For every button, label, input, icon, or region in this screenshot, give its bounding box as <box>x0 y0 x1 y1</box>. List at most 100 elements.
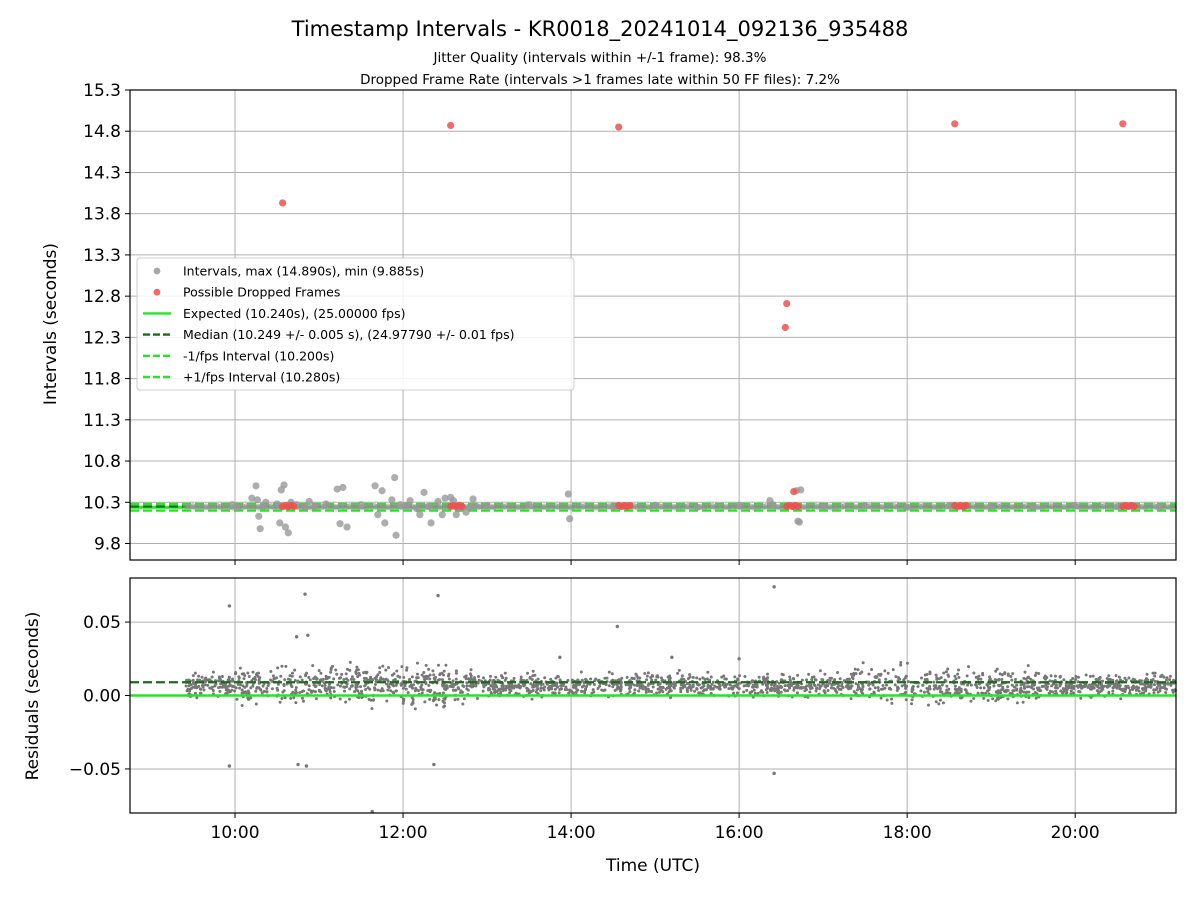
residual-point <box>392 691 396 695</box>
residual-point <box>976 677 980 681</box>
interval-point <box>255 512 263 520</box>
residual-point <box>433 696 437 700</box>
residual-point <box>957 668 961 672</box>
residual-point <box>203 677 207 681</box>
residual-point <box>195 696 199 700</box>
residual-point <box>1163 684 1167 688</box>
residual-point <box>381 689 385 693</box>
residual-point <box>362 671 366 675</box>
interval-point <box>795 518 803 526</box>
residual-point <box>954 677 958 681</box>
residual-point <box>461 684 465 688</box>
residual-point <box>946 667 950 671</box>
residual-point <box>586 682 590 686</box>
interval-point <box>797 486 805 494</box>
residual-point <box>610 672 614 676</box>
residual-point <box>677 668 681 672</box>
residual-point <box>592 690 596 694</box>
residual-point <box>438 677 442 681</box>
residual-point <box>402 675 406 679</box>
residual-point <box>359 685 363 689</box>
residual-point <box>410 685 414 689</box>
interval-point <box>228 501 236 509</box>
residual-point <box>1167 682 1171 686</box>
residual-point <box>633 683 637 687</box>
residual-point <box>489 684 493 688</box>
residual-point <box>845 685 849 689</box>
residual-point <box>919 676 923 680</box>
residual-point <box>1069 689 1073 693</box>
residual-point <box>441 699 445 703</box>
residual-point <box>350 675 354 679</box>
residual-point <box>187 688 191 692</box>
residual-point <box>649 689 653 693</box>
residual-point <box>420 683 424 687</box>
residual-point <box>286 677 290 681</box>
residual-point <box>1050 679 1054 683</box>
residual-point <box>991 697 995 701</box>
residual-outlier-point <box>296 762 300 767</box>
residual-point <box>453 698 457 702</box>
residual-point <box>638 684 642 688</box>
residual-point <box>849 672 853 676</box>
residual-point <box>1061 690 1065 694</box>
residual-point <box>405 666 409 670</box>
residual-point <box>650 678 654 682</box>
y-tick-label: 9.8 <box>94 535 121 555</box>
residual-point <box>429 688 433 692</box>
residual-point <box>932 680 936 684</box>
residual-point <box>937 702 941 706</box>
intervals-plot-frame <box>129 89 1177 561</box>
interval-point <box>903 503 911 511</box>
residual-point <box>194 682 198 686</box>
residual-point <box>591 688 595 692</box>
residual-point <box>911 685 915 689</box>
residual-point <box>532 685 536 689</box>
residual-point <box>1080 686 1084 690</box>
interval-point <box>234 504 242 512</box>
residual-point <box>658 685 662 689</box>
residual-point <box>597 678 601 682</box>
residual-point <box>872 690 876 694</box>
residual-point <box>688 683 692 687</box>
residual-point <box>848 686 852 690</box>
residual-point <box>611 685 615 689</box>
residual-point <box>255 685 259 689</box>
residual-point <box>422 675 426 679</box>
residual-point <box>525 686 529 690</box>
residual-point <box>454 677 458 681</box>
residual-point <box>781 673 785 677</box>
residual-point <box>539 689 543 693</box>
residual-point <box>501 688 505 692</box>
residual-point <box>877 688 881 692</box>
residual-point <box>698 677 702 681</box>
residual-point <box>934 684 938 688</box>
residual-point <box>354 672 358 676</box>
interval-point <box>609 502 617 511</box>
residual-outlier-point <box>772 585 776 589</box>
residual-point <box>910 702 914 706</box>
residual-point <box>1012 685 1016 689</box>
dropped-frame-point <box>790 487 798 496</box>
residual-point <box>629 685 633 689</box>
residual-point <box>759 690 763 694</box>
residual-point <box>579 689 583 693</box>
residual-point <box>499 674 503 678</box>
residual-point <box>431 698 435 702</box>
residual-point <box>852 673 856 677</box>
residual-point <box>743 674 747 678</box>
interval-point <box>469 495 477 503</box>
residual-point <box>354 688 358 692</box>
residual-point <box>320 684 324 688</box>
residual-point <box>986 698 990 702</box>
residual-point <box>185 678 189 682</box>
residual-point <box>342 685 346 689</box>
interval-point <box>305 497 313 506</box>
residual-point <box>298 691 302 695</box>
residual-point <box>873 686 877 690</box>
residual-outlier-point <box>772 771 776 776</box>
interval-point <box>371 482 379 490</box>
interval-point <box>357 501 365 509</box>
residual-point <box>1034 671 1038 675</box>
residual-point <box>940 690 944 694</box>
